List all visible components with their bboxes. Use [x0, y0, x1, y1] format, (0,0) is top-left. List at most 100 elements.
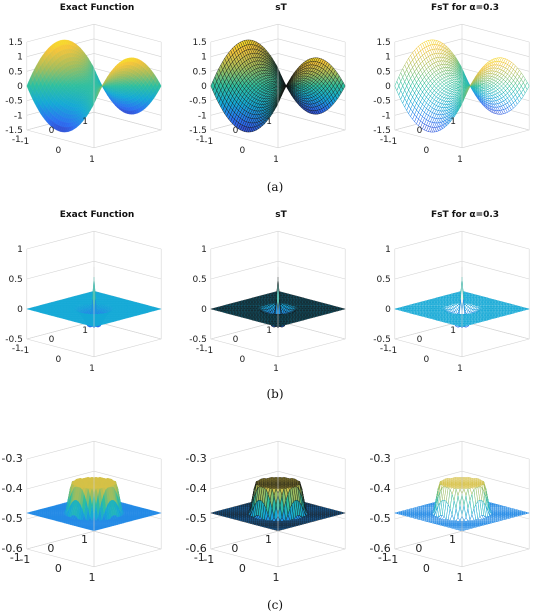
z-tick-label: -0.6 [2, 542, 23, 555]
x-tick-label: -1 [20, 346, 29, 356]
x-tick-label: 0 [423, 562, 430, 575]
z-tick-label: 0 [17, 305, 23, 315]
x-tick-label: -1 [203, 553, 214, 566]
caption-b: (b) [266, 387, 284, 401]
caption-a: (a) [266, 180, 284, 194]
z-tick-label: -0.5 [186, 512, 207, 525]
x-tick-label: 0 [56, 355, 62, 365]
surface-plot: -0.3 -0.4 -0.5 -0.6-1 0 1 1 0 -1 [2, 440, 162, 584]
x-tick-label: 1 [457, 364, 463, 374]
y-tick-label: 1 [82, 117, 88, 127]
x-tick-label: -1 [19, 553, 30, 566]
surface [26, 476, 162, 531]
z-tick-label: -0.5 [189, 97, 207, 107]
z-tick-label: 0.5 [376, 275, 390, 285]
z-tick-label: 1 [385, 53, 391, 63]
x-tick-label: 1 [273, 155, 279, 165]
z-tick-label: 0 [17, 82, 23, 92]
panel-title: Exact Function [60, 3, 135, 13]
x-tick-label: -1 [388, 346, 397, 356]
x-tick-label: 0 [424, 355, 430, 365]
z-tick-label: -1 [198, 111, 207, 121]
z-tick-label: -0.5 [373, 97, 391, 107]
surface [394, 39, 530, 133]
y-tick-label: 1 [82, 326, 88, 336]
z-tick-label: -0.4 [370, 482, 391, 495]
z-tick-label: 0.5 [8, 275, 22, 285]
y-tick-label: -1 [196, 135, 205, 145]
panel-title: Exact Function [60, 210, 135, 220]
z-tick-label: 0.5 [8, 67, 22, 77]
y-tick-label: 1 [265, 533, 272, 546]
y-tick-label: 1 [450, 117, 456, 127]
surface [210, 39, 346, 133]
y-tick-label: 0 [49, 335, 55, 345]
y-tick-label: 0 [231, 542, 238, 555]
y-tick-label: 0 [233, 126, 239, 136]
z-tick-label: -0.5 [189, 335, 207, 345]
y-tick-label: 0 [417, 335, 423, 345]
surface [26, 39, 162, 133]
y-tick-label: -1 [10, 551, 21, 564]
y-tick-label: -1 [194, 551, 205, 564]
axis-box [26, 230, 162, 358]
z-tick-label: -1 [382, 111, 391, 121]
plot-panel-b-2: sT 1 0.5 0 -0.5 -1 0 1 1 0 -1 [186, 207, 364, 387]
z-tick-label: 0.5 [376, 67, 390, 77]
surface-plot: -0.3 -0.4 -0.5 -0.6-1 0 1 1 0 -1 [370, 440, 530, 584]
z-tick-label: 1 [17, 53, 23, 63]
surface-plot: FsT for α=0.3 1 0.5 0 -0.5-1 0 1 1 0 -1 [373, 210, 531, 374]
y-tick-label: 0 [233, 335, 239, 345]
z-tick-label: 0 [201, 82, 207, 92]
y-tick-label: 0 [417, 126, 423, 136]
surface-plot: -0.3 -0.4 -0.5 -0.6-1 0 1 1 0 -1 [186, 440, 346, 584]
surface [210, 277, 346, 329]
z-tick-label: -0.6 [186, 542, 207, 555]
x-tick-label: -1 [388, 137, 397, 147]
x-tick-label: 1 [457, 155, 463, 165]
plot-panel-b-1: Exact Function 1 0.5 0 -0.5 -1 0 1 1 0 -1 [2, 207, 180, 387]
z-tick-label: -1.5 [373, 126, 391, 136]
z-tick-label: 0 [385, 305, 391, 315]
z-tick-label: 1 [385, 245, 391, 255]
x-tick-label: -1 [20, 137, 29, 147]
x-tick-label: -1 [387, 553, 398, 566]
y-tick-label: 0 [415, 542, 422, 555]
y-tick-label: -1 [380, 344, 389, 354]
x-tick-label: 0 [56, 146, 62, 156]
z-tick-label: -0.5 [5, 335, 23, 345]
z-tick-label: -0.3 [2, 452, 23, 465]
z-tick-label: 0.5 [192, 275, 206, 285]
z-tick-label: 1.5 [376, 38, 390, 48]
z-tick-label: -0.4 [2, 482, 23, 495]
plot-panel-a-2: sT 1.5 1 0.5 0 -0.5 -1 -1.5 -1 0 1 1 0 -1 [186, 0, 364, 178]
y-tick-label: 1 [450, 326, 456, 336]
z-tick-label: 0 [201, 305, 207, 315]
x-tick-label: 0 [240, 355, 246, 365]
z-tick-label: 1 [201, 245, 207, 255]
caption-c: (c) [266, 598, 284, 612]
x-tick-label: -1 [204, 137, 213, 147]
z-tick-label: -0.5 [373, 335, 391, 345]
z-tick-label: 0 [385, 82, 391, 92]
axis-box [210, 440, 346, 568]
panel-title: FsT for α=0.3 [431, 3, 499, 13]
y-tick-label: 1 [266, 326, 272, 336]
surface [26, 277, 162, 329]
x-tick-label: 1 [89, 571, 96, 584]
x-tick-label: 1 [273, 571, 280, 584]
y-tick-label: -1 [380, 135, 389, 145]
y-tick-label: -1 [378, 551, 389, 564]
surface-plot: Exact Function 1 0.5 0 -0.5-1 0 1 1 0 -1 [5, 210, 162, 374]
y-tick-label: -1 [12, 135, 21, 145]
plot-panel-c-3: -0.3 -0.4 -0.5 -0.6 -1 0 1 1 0 -1 [370, 417, 548, 597]
z-tick-label: -0.5 [2, 512, 23, 525]
z-tick-label: -0.5 [370, 512, 391, 525]
plot-panel-a-1: Exact Function 1.5 1 0.5 0 -0.5 -1 -1.5 -1 0 1 1 0 -1 [2, 0, 180, 178]
x-tick-label: 0 [240, 146, 246, 156]
z-tick-label: -0.4 [186, 482, 207, 495]
